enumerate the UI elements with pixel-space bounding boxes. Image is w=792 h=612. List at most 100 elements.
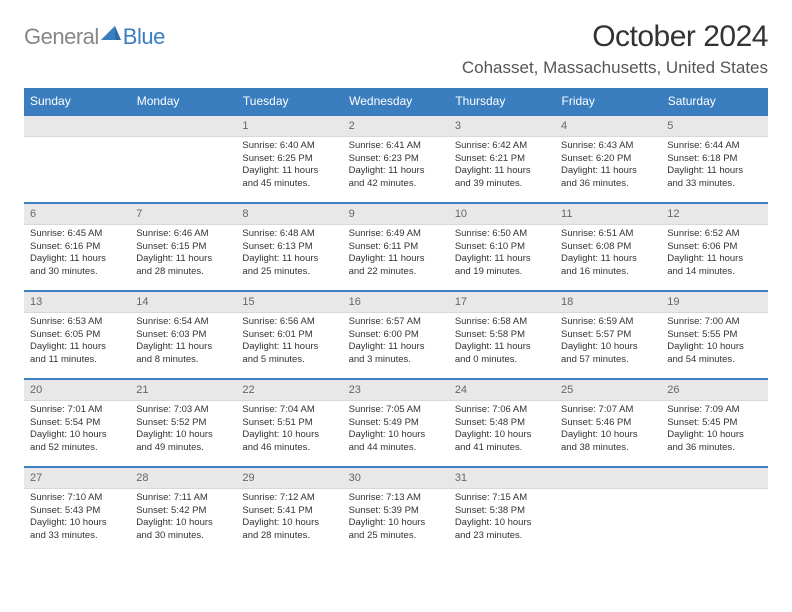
sunrise-text: Sunrise: 7:03 AM: [136, 404, 230, 417]
sunrise-text: Sunrise: 7:12 AM: [242, 492, 336, 505]
day-number: 25: [555, 380, 661, 401]
page-title: October 2024: [462, 20, 768, 54]
logo-triangle-icon: [101, 24, 121, 45]
day-details: Sunrise: 7:05 AMSunset: 5:49 PMDaylight:…: [343, 401, 449, 460]
day-details: Sunrise: 6:44 AMSunset: 6:18 PMDaylight:…: [661, 137, 767, 196]
sunset-text: Sunset: 6:13 PM: [242, 241, 336, 254]
day-number: 30: [343, 468, 449, 489]
day-details: Sunrise: 7:11 AMSunset: 5:42 PMDaylight:…: [130, 489, 236, 548]
daylight-text: Daylight: 11 hours and 25 minutes.: [242, 253, 336, 279]
sunset-text: Sunset: 6:11 PM: [349, 241, 443, 254]
calendar-day-cell: 6Sunrise: 6:45 AMSunset: 6:16 PMDaylight…: [24, 203, 130, 291]
day-details: Sunrise: 6:43 AMSunset: 6:20 PMDaylight:…: [555, 137, 661, 196]
day-details: Sunrise: 6:46 AMSunset: 6:15 PMDaylight:…: [130, 225, 236, 284]
day-number: 29: [236, 468, 342, 489]
sunrise-text: Sunrise: 6:54 AM: [136, 316, 230, 329]
weekday-header-row: SundayMondayTuesdayWednesdayThursdayFrid…: [24, 88, 768, 115]
calendar-day-cell: 16Sunrise: 6:57 AMSunset: 6:00 PMDayligh…: [343, 291, 449, 379]
sunset-text: Sunset: 5:42 PM: [136, 505, 230, 518]
daylight-text: Daylight: 11 hours and 45 minutes.: [242, 165, 336, 191]
daylight-text: Daylight: 11 hours and 16 minutes.: [561, 253, 655, 279]
day-details: Sunrise: 7:12 AMSunset: 5:41 PMDaylight:…: [236, 489, 342, 548]
sunrise-text: Sunrise: 7:04 AM: [242, 404, 336, 417]
sunset-text: Sunset: 6:18 PM: [667, 153, 761, 166]
sunset-text: Sunset: 5:58 PM: [455, 329, 549, 342]
sunset-text: Sunset: 6:01 PM: [242, 329, 336, 342]
sunset-text: Sunset: 6:15 PM: [136, 241, 230, 254]
weekday-header: Sunday: [24, 88, 130, 115]
day-number: 8: [236, 204, 342, 225]
header: General Blue October 2024 Cohasset, Mass…: [24, 20, 768, 78]
sunset-text: Sunset: 5:46 PM: [561, 417, 655, 430]
day-number: 20: [24, 380, 130, 401]
day-details: Sunrise: 7:15 AMSunset: 5:38 PMDaylight:…: [449, 489, 555, 548]
calendar-day-cell: 24Sunrise: 7:06 AMSunset: 5:48 PMDayligh…: [449, 379, 555, 467]
day-number: 15: [236, 292, 342, 313]
sunrise-text: Sunrise: 6:46 AM: [136, 228, 230, 241]
weekday-header: Thursday: [449, 88, 555, 115]
calendar-week-row: 1Sunrise: 6:40 AMSunset: 6:25 PMDaylight…: [24, 115, 768, 203]
day-number: 24: [449, 380, 555, 401]
daylight-text: Daylight: 10 hours and 41 minutes.: [455, 429, 549, 455]
daylight-text: Daylight: 11 hours and 19 minutes.: [455, 253, 549, 279]
day-number: 14: [130, 292, 236, 313]
daylight-text: Daylight: 11 hours and 28 minutes.: [136, 253, 230, 279]
calendar-day-cell: 18Sunrise: 6:59 AMSunset: 5:57 PMDayligh…: [555, 291, 661, 379]
calendar-table: SundayMondayTuesdayWednesdayThursdayFrid…: [24, 88, 768, 555]
calendar-day-cell: 3Sunrise: 6:42 AMSunset: 6:21 PMDaylight…: [449, 115, 555, 203]
daylight-text: Daylight: 10 hours and 54 minutes.: [667, 341, 761, 367]
sunset-text: Sunset: 5:39 PM: [349, 505, 443, 518]
sunrise-text: Sunrise: 6:45 AM: [30, 228, 124, 241]
sunset-text: Sunset: 5:43 PM: [30, 505, 124, 518]
location-subtitle: Cohasset, Massachusetts, United States: [462, 58, 768, 78]
day-details: Sunrise: 7:09 AMSunset: 5:45 PMDaylight:…: [661, 401, 767, 460]
sunset-text: Sunset: 6:21 PM: [455, 153, 549, 166]
daylight-text: Daylight: 11 hours and 5 minutes.: [242, 341, 336, 367]
daylight-text: Daylight: 11 hours and 11 minutes.: [30, 341, 124, 367]
logo: General Blue: [24, 24, 165, 50]
day-details: Sunrise: 6:51 AMSunset: 6:08 PMDaylight:…: [555, 225, 661, 284]
daylight-text: Daylight: 11 hours and 0 minutes.: [455, 341, 549, 367]
day-number: 12: [661, 204, 767, 225]
calendar-day-cell: 23Sunrise: 7:05 AMSunset: 5:49 PMDayligh…: [343, 379, 449, 467]
daylight-text: Daylight: 10 hours and 25 minutes.: [349, 517, 443, 543]
daylight-text: Daylight: 10 hours and 33 minutes.: [30, 517, 124, 543]
day-details: Sunrise: 7:04 AMSunset: 5:51 PMDaylight:…: [236, 401, 342, 460]
sunset-text: Sunset: 5:41 PM: [242, 505, 336, 518]
weekday-header: Wednesday: [343, 88, 449, 115]
day-details: Sunrise: 6:45 AMSunset: 6:16 PMDaylight:…: [24, 225, 130, 284]
sunrise-text: Sunrise: 6:42 AM: [455, 140, 549, 153]
daylight-text: Daylight: 10 hours and 49 minutes.: [136, 429, 230, 455]
sunrise-text: Sunrise: 6:59 AM: [561, 316, 655, 329]
calendar-day-cell: 22Sunrise: 7:04 AMSunset: 5:51 PMDayligh…: [236, 379, 342, 467]
daylight-text: Daylight: 11 hours and 8 minutes.: [136, 341, 230, 367]
daylight-text: Daylight: 11 hours and 30 minutes.: [30, 253, 124, 279]
calendar-day-cell: 20Sunrise: 7:01 AMSunset: 5:54 PMDayligh…: [24, 379, 130, 467]
calendar-day-cell: 27Sunrise: 7:10 AMSunset: 5:43 PMDayligh…: [24, 467, 130, 555]
day-details: Sunrise: 7:01 AMSunset: 5:54 PMDaylight:…: [24, 401, 130, 460]
logo-text-blue: Blue: [123, 24, 165, 50]
day-number: [130, 116, 236, 137]
sunset-text: Sunset: 5:49 PM: [349, 417, 443, 430]
sunrise-text: Sunrise: 6:52 AM: [667, 228, 761, 241]
calendar-day-cell: 30Sunrise: 7:13 AMSunset: 5:39 PMDayligh…: [343, 467, 449, 555]
day-details: Sunrise: 6:53 AMSunset: 6:05 PMDaylight:…: [24, 313, 130, 372]
day-number: 7: [130, 204, 236, 225]
calendar-day-cell: [24, 115, 130, 203]
calendar-day-cell: [130, 115, 236, 203]
logo-text-general: General: [24, 24, 99, 50]
sunset-text: Sunset: 5:51 PM: [242, 417, 336, 430]
day-details: Sunrise: 6:40 AMSunset: 6:25 PMDaylight:…: [236, 137, 342, 196]
title-block: October 2024 Cohasset, Massachusetts, Un…: [462, 20, 768, 78]
day-number: 13: [24, 292, 130, 313]
day-details: Sunrise: 6:49 AMSunset: 6:11 PMDaylight:…: [343, 225, 449, 284]
calendar-day-cell: 29Sunrise: 7:12 AMSunset: 5:41 PMDayligh…: [236, 467, 342, 555]
sunset-text: Sunset: 6:23 PM: [349, 153, 443, 166]
sunset-text: Sunset: 5:54 PM: [30, 417, 124, 430]
day-number: 19: [661, 292, 767, 313]
day-number: 23: [343, 380, 449, 401]
day-details: Sunrise: 7:10 AMSunset: 5:43 PMDaylight:…: [24, 489, 130, 548]
day-details: Sunrise: 7:03 AMSunset: 5:52 PMDaylight:…: [130, 401, 236, 460]
calendar-day-cell: 13Sunrise: 6:53 AMSunset: 6:05 PMDayligh…: [24, 291, 130, 379]
calendar-week-row: 6Sunrise: 6:45 AMSunset: 6:16 PMDaylight…: [24, 203, 768, 291]
